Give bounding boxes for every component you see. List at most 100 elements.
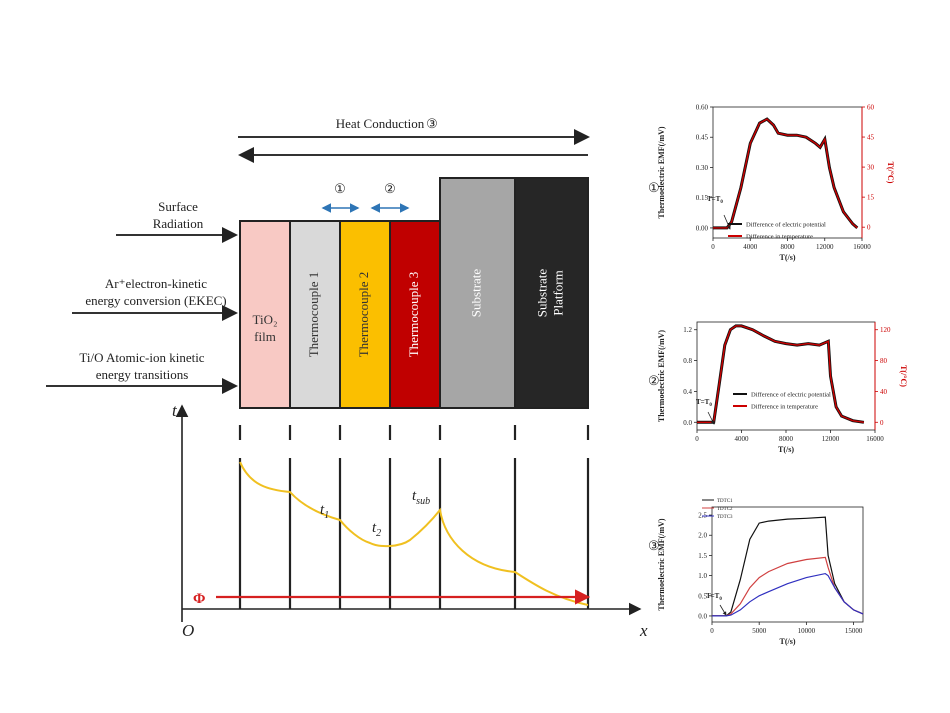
- chart-2-annotation-arrow: [707, 411, 715, 425]
- chart-3-y-axis-label: Thermoelectric EMF(/mV): [657, 518, 666, 611]
- chart-2-annotation: T=T0: [696, 398, 712, 408]
- tsub-sub: sub: [416, 496, 430, 507]
- chart-2-right-tick-label: 80: [880, 357, 888, 365]
- atomic-input: Ti/O Atomic-ion kinetic energy transitio…: [46, 350, 238, 394]
- marker-1: ①: [334, 181, 346, 196]
- chart-3-ytick-label: 0.0: [698, 612, 707, 620]
- chart-1-right-tick-label: 60: [867, 104, 875, 112]
- chart-2-right-tick-label: 40: [880, 388, 888, 396]
- chart-1-right-tick-label: 0: [867, 224, 871, 232]
- ekec-input: Ar⁺electron-kinetic energy conversion (E…: [72, 276, 238, 321]
- origin-label: O: [182, 621, 194, 640]
- chart-2-legend-label: Difference of electric potential: [751, 392, 831, 399]
- chart-1-right-tick-label: 45: [867, 134, 875, 142]
- phi-label: Φ: [193, 591, 205, 607]
- phi-flux: Φ: [193, 589, 591, 607]
- chart-3-legend-label: TDTC1: [717, 499, 733, 504]
- chart-3-xtick-label: 5000: [752, 627, 767, 635]
- surface-radiation: Surface Radiation: [116, 199, 238, 243]
- thermocouple-2-label-1: Thermocouple 2: [356, 272, 371, 358]
- chart-2-xtick-label: 12000: [822, 435, 840, 443]
- chart-1-y-axis-label: Thermoelectric EMF(/mV): [657, 126, 666, 219]
- chart-3-annotation-arrow: [719, 604, 727, 616]
- thermocouple-3: Thermocouple 3: [389, 220, 441, 409]
- layer-stack: TiO₂ film Thermocouple 1 Thermocouple 2 Ther…: [239, 177, 589, 409]
- chart-2-ytick-label: 0.8: [683, 357, 692, 365]
- chart-2-x-axis-label: T(/s): [778, 445, 794, 454]
- chart-3-xtick-label: 0: [710, 627, 714, 635]
- chart-1-xtick-label: 12000: [816, 243, 834, 251]
- chart-2: ② 0 4000 8000 12000 16000 0.0 0.4 0.8 1.2 0 40 80 120…: [648, 321, 908, 454]
- surface-radiation-line1: Surface: [158, 199, 198, 214]
- t1-sub: 1: [324, 510, 329, 521]
- chart-2-frame: [696, 321, 876, 431]
- atomic-line1: Ti/O Atomic-ion kinetic: [79, 350, 204, 365]
- chart-2-xtick-label: 16000: [866, 435, 884, 443]
- x-axis-label: x: [639, 621, 648, 640]
- substrate-platform-label-2: Platform: [550, 270, 565, 316]
- chart-2-xtick-label: 8000: [779, 435, 794, 443]
- chart-1: ① 0 4000 8000 12000 16000 0.00 0.15 0.30 0.45 0.60…: [648, 104, 895, 263]
- chart-1-right-axis-label: T(/°C): [886, 162, 895, 184]
- chart-2-panel-number: ②: [648, 373, 660, 388]
- chart-1-xtick-label: 16000: [853, 243, 871, 251]
- t1-label: t1: [320, 502, 329, 521]
- tio2-film-label-1: TiO₂: [252, 312, 277, 327]
- chart-2-ytick-label: 0.4: [683, 388, 692, 396]
- ekec-line2: energy conversion (EKEC): [85, 293, 226, 308]
- chart-1-right-tick-label: 30: [867, 164, 875, 172]
- t2-sub: 2: [376, 528, 381, 539]
- thermocouple-1-label-1: Thermocouple 1: [306, 272, 321, 358]
- atomic-line2: energy transitions: [96, 367, 189, 382]
- tio2-film-label-2: film: [254, 329, 276, 344]
- chart-1-ytick-label: 0.15: [696, 194, 709, 202]
- thermocouple-3-label-1: Thermocouple 3: [406, 272, 421, 358]
- substrate-label-1: Substrate: [468, 269, 483, 318]
- chart-1-xtick-label: 8000: [781, 243, 796, 251]
- chart-2-right-tick-label: 0: [880, 419, 884, 427]
- chart-2-ytick-label: 1.2: [683, 326, 692, 334]
- chart-2-right-tick-label: 120: [880, 326, 891, 334]
- chart-3-annotation: T=T0: [706, 592, 722, 602]
- chart-3-series-1: [712, 516, 864, 617]
- chart-1-ytick-label: 0.60: [696, 104, 709, 112]
- surface-radiation-line2: Radiation: [153, 216, 204, 231]
- chart-2-xtick-label: 4000: [735, 435, 750, 443]
- chart-2-xtick-label: 0: [695, 435, 699, 443]
- marker-2: ②: [384, 181, 396, 196]
- chart-1-right-tick-label: 15: [867, 194, 875, 202]
- tsub-label: tsub: [412, 488, 430, 507]
- chart-3-xtick-label: 10000: [798, 627, 816, 635]
- heat-conduction-number: ③: [426, 116, 438, 131]
- ekec-line1: Ar⁺electron-kinetic: [105, 276, 207, 291]
- chart-1-annotation-arrow: [723, 214, 731, 230]
- chart-3-legend-label: TDTC2: [717, 507, 733, 512]
- chart-3-series-3: [712, 572, 864, 617]
- chart-3-series-2: [712, 556, 864, 617]
- chart-1-legend-label: Difference in temperature: [746, 234, 813, 241]
- chart-1-panel-number: ①: [648, 180, 660, 195]
- substrate-block: [439, 177, 516, 409]
- chart-3-frame: [711, 506, 864, 623]
- chart-1-xtick-label: 4000: [743, 243, 758, 251]
- tio2-film-block: [239, 220, 291, 409]
- chart-3-ytick-label: 0.5: [698, 592, 707, 600]
- substrate-platform-block: [514, 177, 589, 409]
- chart-2-y-axis-label: Thermoelectric EMF(/mV): [657, 330, 666, 423]
- t-axis-label: t: [172, 401, 178, 420]
- substrate-platform: Substrate Platform: [514, 177, 589, 409]
- temperature-profile-curve: [239, 461, 589, 606]
- substrate-platform-label-1: Substrate: [534, 269, 549, 318]
- chart-3-ytick-label: 1.0: [698, 572, 707, 580]
- chart-1-series-2: [713, 118, 858, 229]
- chart-3-ytick-label: 1.5: [698, 552, 707, 560]
- chart-1-ytick-label: 0.00: [696, 224, 709, 232]
- heat-conduction-label: Heat Conduction: [336, 116, 425, 131]
- chart-1-xtick-label: 0: [711, 243, 715, 251]
- chart-2-legend-label: Difference in temperature: [751, 404, 818, 411]
- chart-1-ytick-label: 0.45: [696, 134, 709, 142]
- heat-conduction: Heat Conduction ③: [238, 116, 590, 163]
- tio2-film: TiO₂ film: [239, 220, 291, 409]
- chart-3-x-axis-label: T(/s): [780, 637, 796, 646]
